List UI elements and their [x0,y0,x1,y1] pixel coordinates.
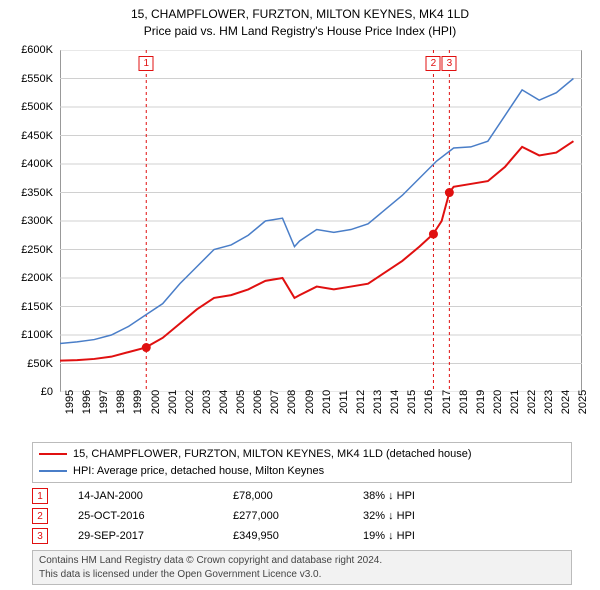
x-tick-label: 2007 [269,390,281,414]
x-tick-label: 2023 [543,390,555,414]
sale-date: 14-JAN-2000 [78,490,233,502]
x-tick-label: 2020 [492,390,504,414]
sale-marker-number: 1 [139,56,154,71]
y-tick-label: £350K [21,187,53,199]
y-axis-labels: £0£50K£100K£150K£200K£250K£300K£350K£400… [0,50,55,392]
legend-label: 15, CHAMPFLOWER, FURZTON, MILTON KEYNES,… [73,446,472,463]
x-tick-label: 2021 [509,390,521,414]
legend-label: HPI: Average price, detached house, Milt… [73,463,324,480]
y-tick-label: £50K [27,358,53,370]
chart-svg [60,50,582,392]
y-tick-label: £500K [21,101,53,113]
footer: Contains HM Land Registry data © Crown c… [32,550,572,585]
y-tick-label: £400K [21,158,53,170]
sales-row: 1 14-JAN-2000 £78,000 38% ↓ HPI [32,486,572,506]
x-tick-label: 1996 [81,390,93,414]
x-tick-label: 1995 [64,390,76,414]
title-line1: 15, CHAMPFLOWER, FURZTON, MILTON KEYNES,… [0,6,600,23]
title-line2: Price paid vs. HM Land Registry's House … [0,23,600,40]
x-tick-label: 2015 [406,390,418,414]
x-tick-label: 2022 [526,390,538,414]
y-tick-label: £100K [21,329,53,341]
title-block: 15, CHAMPFLOWER, FURZTON, MILTON KEYNES,… [0,0,600,40]
x-tick-label: 2004 [218,390,230,414]
x-tick-label: 2016 [423,390,435,414]
x-tick-label: 2005 [235,390,247,414]
y-tick-label: £300K [21,215,53,227]
sales-table: 1 14-JAN-2000 £78,000 38% ↓ HPI 2 25-OCT… [32,486,572,546]
legend-item: 15, CHAMPFLOWER, FURZTON, MILTON KEYNES,… [39,446,565,463]
x-tick-label: 2017 [441,390,453,414]
sale-marker-number: 3 [442,56,457,71]
x-tick-label: 2008 [286,390,298,414]
sale-marker-box: 3 [32,528,48,544]
sales-row: 3 29-SEP-2017 £349,950 19% ↓ HPI [32,526,572,546]
x-tick-label: 1999 [132,390,144,414]
x-tick-label: 2003 [201,390,213,414]
x-tick-label: 1998 [115,390,127,414]
y-tick-label: £150K [21,301,53,313]
x-tick-label: 1997 [98,390,110,414]
legend: 15, CHAMPFLOWER, FURZTON, MILTON KEYNES,… [32,442,572,483]
footer-line2: This data is licensed under the Open Gov… [39,568,565,582]
sale-marker-box: 2 [32,508,48,524]
x-tick-label: 2010 [321,390,333,414]
x-tick-label: 2001 [167,390,179,414]
sale-date: 29-SEP-2017 [78,530,233,542]
x-tick-label: 2002 [184,390,196,414]
sale-marker-number: 2 [426,56,441,71]
y-tick-label: £550K [21,73,53,85]
x-tick-label: 2025 [577,390,589,414]
y-tick-label: £450K [21,130,53,142]
x-tick-label: 2014 [389,390,401,414]
legend-item: HPI: Average price, detached house, Milt… [39,463,565,480]
sale-pct: 38% ↓ HPI [363,490,415,502]
sale-price: £78,000 [233,490,363,502]
chart-plot-area: 1 23 [60,50,582,392]
x-tick-label: 2013 [372,390,384,414]
sales-row: 2 25-OCT-2016 £277,000 32% ↓ HPI [32,506,572,526]
x-axis-labels: 1995199619971998199920002001200220032004… [60,398,582,438]
x-tick-label: 2019 [475,390,487,414]
x-tick-label: 2009 [304,390,316,414]
x-tick-label: 2006 [252,390,264,414]
x-tick-label: 2024 [560,390,572,414]
legend-swatch [39,453,67,455]
y-tick-label: £600K [21,44,53,56]
x-tick-label: 2011 [338,390,350,414]
y-tick-label: £250K [21,244,53,256]
x-tick-label: 2000 [150,390,162,414]
y-tick-label: £200K [21,272,53,284]
sale-pct: 19% ↓ HPI [363,530,415,542]
sale-date: 25-OCT-2016 [78,510,233,522]
sale-price: £349,950 [233,530,363,542]
legend-swatch [39,470,67,472]
sale-marker-box: 1 [32,488,48,504]
x-tick-label: 2018 [458,390,470,414]
x-tick-label: 2012 [355,390,367,414]
sale-price: £277,000 [233,510,363,522]
footer-line1: Contains HM Land Registry data © Crown c… [39,554,565,568]
chart-container: 15, CHAMPFLOWER, FURZTON, MILTON KEYNES,… [0,0,600,590]
sale-pct: 32% ↓ HPI [363,510,415,522]
y-tick-label: £0 [41,386,53,398]
